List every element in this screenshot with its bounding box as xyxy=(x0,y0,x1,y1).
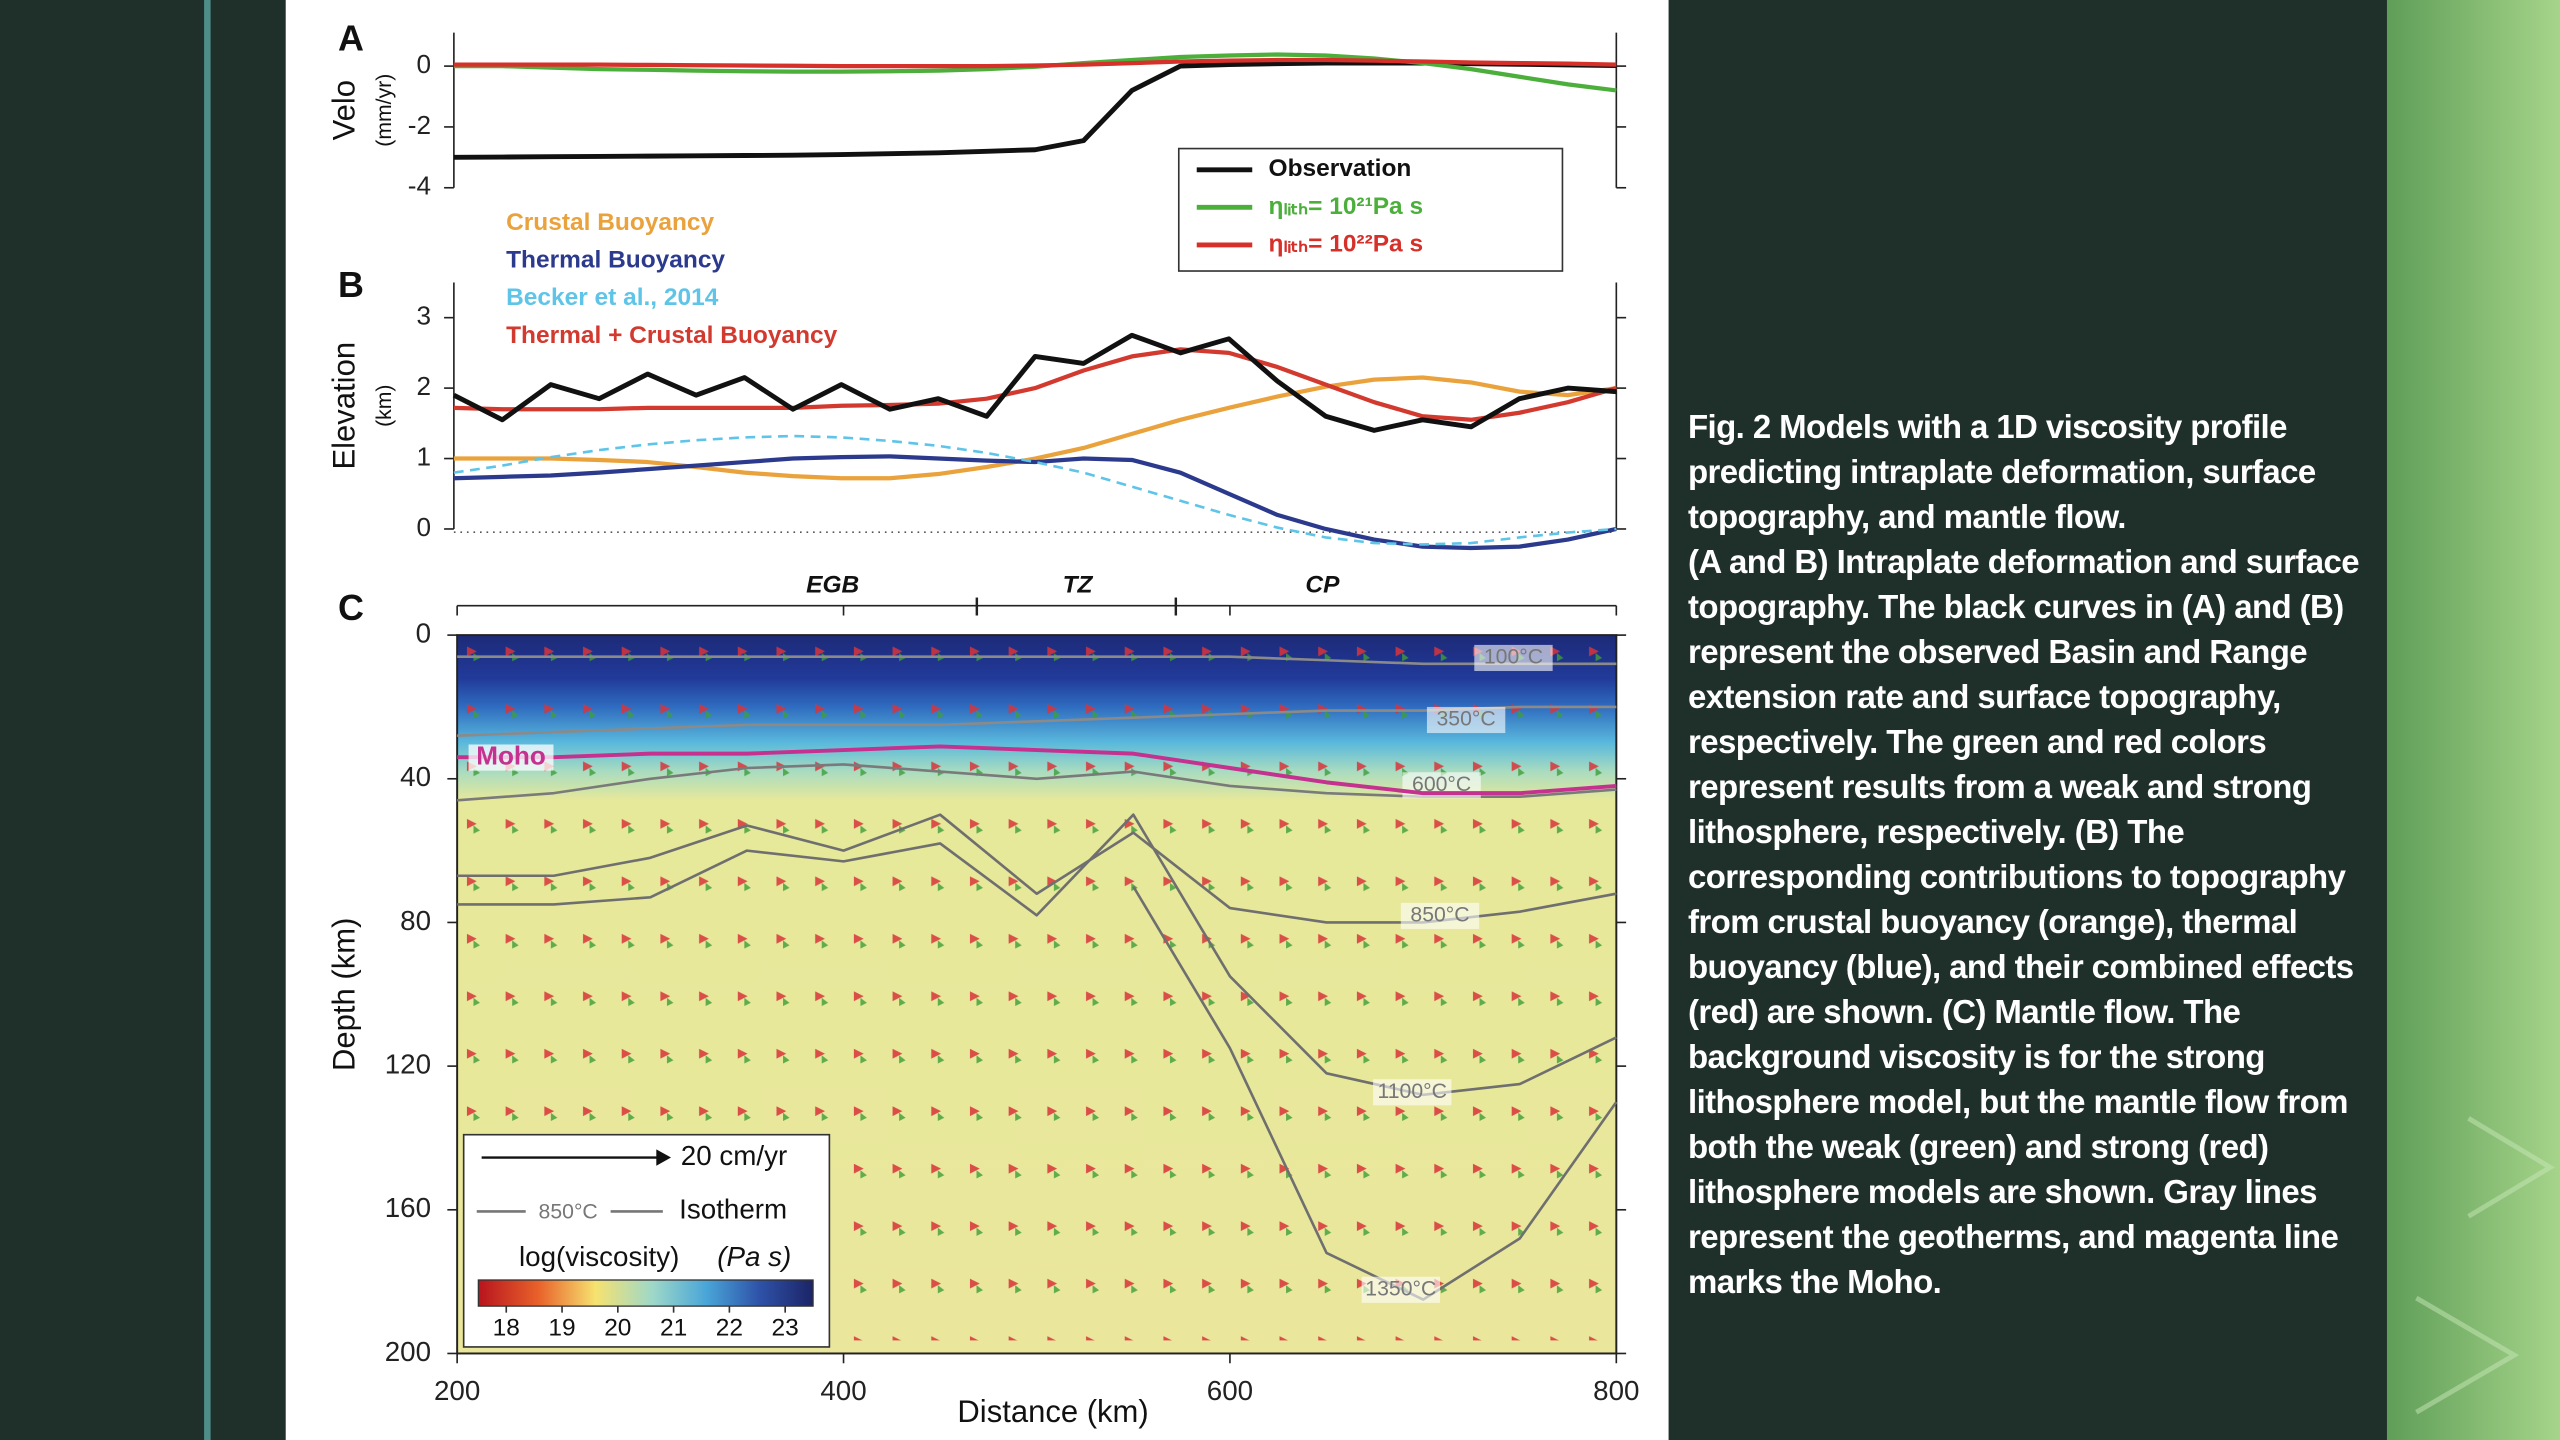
label-bg xyxy=(1361,1276,1440,1303)
colorbar-tick-label: 19 xyxy=(548,1314,575,1341)
data-line xyxy=(453,454,1617,551)
y-tick-label: 40 xyxy=(400,761,431,792)
label-bg xyxy=(468,744,554,771)
isotherm xyxy=(1132,885,1618,1301)
y-axis-unit: (mm/yr) xyxy=(373,74,396,147)
data-line xyxy=(452,332,1617,433)
legend-label: Thermal + Crustal Buoyancy xyxy=(506,322,838,349)
colorbar-tick-label: 20 xyxy=(604,1314,631,1341)
isotherm-label: 100°C xyxy=(1484,646,1543,669)
label-bg xyxy=(1400,902,1480,929)
panel-label: A xyxy=(338,17,364,58)
isotherm-sample: 850°C xyxy=(539,1201,598,1224)
legend-label: Thermal Buoyancy xyxy=(506,247,725,274)
caption-body: (A and B) Intraplate deformation and sur… xyxy=(1688,543,2360,1300)
x-tick-label: 400 xyxy=(820,1375,866,1406)
x-tick-label: 800 xyxy=(1593,1375,1639,1406)
moho-line xyxy=(457,744,1617,796)
isotherm-label: 600°C xyxy=(1412,773,1471,796)
y-tick-label: -4 xyxy=(408,171,431,201)
data-line xyxy=(453,434,1617,546)
y-tick-label: 80 xyxy=(400,905,431,936)
isotherm-label: 350°C xyxy=(1437,708,1496,731)
caption: Fig. 2 Models with a 1D viscosity profil… xyxy=(1688,404,2363,1304)
y-tick-label: -2 xyxy=(408,110,431,140)
colorbar-tick-label: 22 xyxy=(716,1314,743,1341)
isotherm-legend-label: Isotherm xyxy=(679,1194,787,1225)
legend-label: ηₗᵢₜₕ= 10²²Pa s xyxy=(1269,230,1424,257)
legend-label: Becker et al., 2014 xyxy=(506,284,719,311)
accent-line xyxy=(204,0,211,1440)
isotherm-label: 1350°C xyxy=(1365,1277,1436,1300)
y-tick-label: 0 xyxy=(416,512,431,542)
colorbar-tick-label: 23 xyxy=(772,1314,799,1341)
y-axis-unit: (km) xyxy=(373,385,396,427)
data-line xyxy=(453,375,1617,481)
y-tick-label: 2 xyxy=(416,371,431,401)
panel-label: C xyxy=(338,587,364,628)
region-label: TZ xyxy=(1063,572,1094,599)
colorbar xyxy=(477,1279,814,1307)
y-tick-label: 1 xyxy=(416,441,431,471)
x-axis-label: Distance (km) xyxy=(957,1394,1148,1429)
region-label: CP xyxy=(1305,572,1340,599)
colorbar-tick-label: 21 xyxy=(660,1314,687,1341)
data-line xyxy=(453,347,1617,422)
y-tick-label: 0 xyxy=(416,49,431,79)
colorbar-unit: (Pa s) xyxy=(717,1241,791,1272)
caption-title: Fig. 2 Models with a 1D viscosity profil… xyxy=(1688,408,2316,535)
label-bg xyxy=(1474,644,1553,672)
y-tick-label: 0 xyxy=(416,617,431,648)
data-line xyxy=(453,57,1617,69)
label-bg xyxy=(1373,1079,1452,1106)
y-tick-label: 160 xyxy=(385,1192,431,1223)
y-axis-label: Depth (km) xyxy=(326,918,361,1071)
side-strip xyxy=(2386,0,2560,1440)
y-axis-label: Elevation xyxy=(326,342,361,470)
colorbar-label: log(viscosity) xyxy=(519,1241,679,1272)
vector-head xyxy=(656,1149,672,1166)
legend-label: Observation xyxy=(1269,155,1412,182)
y-tick-label: 200 xyxy=(385,1336,431,1367)
label-bg xyxy=(1426,706,1506,734)
legend-label: Crustal Buoyancy xyxy=(506,209,714,236)
isotherm-label: 1100°C xyxy=(1378,1080,1447,1103)
x-tick-label: 200 xyxy=(434,1375,480,1406)
panel-label: B xyxy=(338,264,364,305)
decoration xyxy=(2415,1116,2555,1415)
moho-label: Moho xyxy=(476,740,546,770)
isotherm xyxy=(457,655,1617,666)
plot-frame xyxy=(456,634,1618,1355)
vector-scale-label: 20 cm/yr xyxy=(681,1140,787,1171)
legend-label: ηₗᵢₜₕ= 10²¹Pa s xyxy=(1269,193,1424,220)
isotherm xyxy=(457,705,1617,737)
isotherm-label: 850°C xyxy=(1410,904,1469,927)
colorbar-tick-label: 18 xyxy=(493,1314,520,1341)
charts: A Velo (mm/yr) 0 -2 -4 Observation ηₗᵢₜₕ= 10²¹P… xyxy=(326,17,1639,1429)
x-tick-label: 600 xyxy=(1207,1375,1253,1406)
y-axis-label: Velo xyxy=(326,80,361,140)
legend-box xyxy=(462,1133,831,1348)
y-tick-label: 3 xyxy=(416,301,431,331)
region-label: EGB xyxy=(806,572,859,599)
y-tick-label: 120 xyxy=(385,1048,431,1079)
